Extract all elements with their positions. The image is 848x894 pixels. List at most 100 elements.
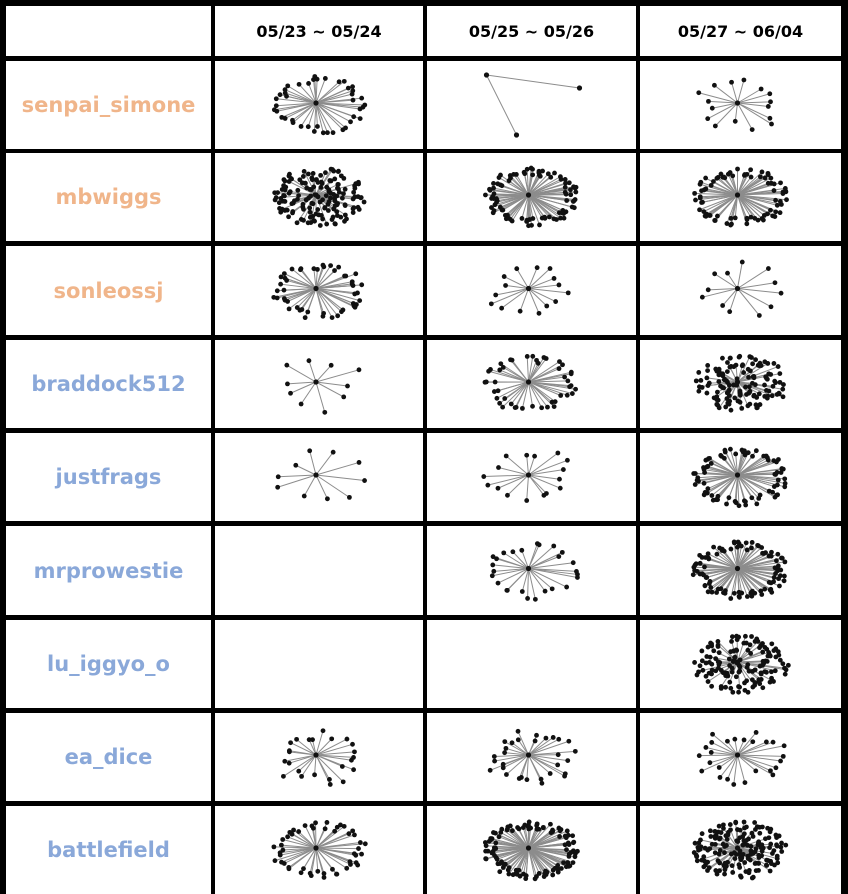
graph-edge — [528, 284, 559, 289]
graph-edge — [702, 194, 738, 203]
graph-node — [519, 216, 525, 221]
graph-node — [732, 736, 738, 742]
graph-node — [575, 848, 580, 854]
graph-node — [491, 180, 496, 186]
graph-cell — [427, 340, 636, 428]
graph-node — [725, 738, 730, 744]
graph-edge — [528, 363, 539, 383]
graph-edge — [497, 568, 529, 584]
graph-edge — [508, 847, 529, 875]
graph-node — [317, 223, 323, 228]
graph-node — [710, 731, 715, 737]
graph-node — [483, 379, 489, 385]
graph-edge — [703, 194, 738, 213]
graph-node — [782, 559, 788, 565]
graph-node — [543, 735, 549, 741]
graph-edge — [528, 459, 568, 476]
graph-edge — [713, 546, 738, 569]
graph-node — [294, 305, 300, 310]
graph-node — [318, 172, 324, 178]
graph-node — [562, 374, 568, 380]
graph-edge — [528, 193, 567, 196]
graph-node — [771, 361, 777, 366]
graph-edge — [737, 661, 776, 672]
user-label-cell: battlefield — [6, 806, 211, 894]
graph-edge — [504, 381, 529, 399]
graph-node — [332, 221, 338, 227]
graph-edge — [300, 102, 317, 127]
graph-edge — [511, 742, 529, 756]
network-graph — [691, 819, 789, 881]
graph-node — [352, 749, 357, 755]
graph-node — [562, 833, 568, 839]
graph-node — [764, 862, 769, 868]
graph-node — [325, 201, 331, 207]
graph-node — [769, 675, 774, 681]
graph-node — [296, 193, 302, 198]
graph-edge — [290, 742, 317, 756]
network-graph — [483, 72, 583, 138]
graph-edge — [710, 568, 738, 588]
graph-node — [778, 758, 783, 764]
graph-edge — [700, 562, 738, 569]
graph-node — [737, 848, 743, 854]
graph-edge — [709, 381, 738, 384]
graph-node — [758, 86, 764, 92]
graph-node — [307, 870, 313, 876]
network-graph — [482, 353, 578, 411]
network-graph — [284, 358, 362, 415]
graph-node — [273, 96, 279, 102]
graph-edge — [709, 457, 738, 476]
graph-node — [276, 200, 282, 206]
graph-node — [737, 851, 743, 857]
graph-node — [750, 739, 756, 745]
graph-edge — [737, 288, 772, 308]
graph-node — [767, 115, 773, 121]
graph-edge — [528, 474, 560, 480]
graph-edge — [735, 453, 738, 476]
graph-node — [734, 376, 740, 382]
graph-node — [718, 171, 724, 177]
graph-edge — [737, 474, 746, 502]
graph-edge — [711, 741, 738, 756]
graph-edge — [528, 456, 536, 476]
graph-node — [714, 401, 720, 407]
graph-edge — [528, 277, 555, 289]
graph-edge — [308, 360, 317, 383]
graph-node — [748, 843, 754, 849]
graph-node — [722, 871, 727, 877]
graph-node — [707, 846, 713, 852]
graph-edge — [493, 187, 529, 196]
graph-node — [335, 169, 341, 174]
graph-edge — [528, 754, 568, 762]
graph-node — [709, 589, 715, 595]
graph-node — [323, 170, 328, 176]
graph-node — [696, 388, 702, 394]
graph-cell — [640, 620, 841, 708]
graph-node — [286, 760, 292, 766]
graph-edge — [526, 474, 529, 501]
graph-node — [752, 382, 758, 388]
graph-node — [729, 79, 734, 85]
graph-node — [726, 495, 732, 501]
graph-node — [692, 482, 698, 487]
graph-edge — [737, 102, 771, 119]
graph-node — [332, 828, 338, 834]
graph-edge — [292, 102, 317, 121]
graph-edge — [505, 455, 529, 476]
graph-node — [503, 283, 508, 288]
period-header-2: 05/25 ~ 05/26 — [427, 6, 636, 56]
graph-edge — [307, 288, 317, 313]
graph-node — [536, 542, 542, 548]
graph-node — [495, 485, 501, 491]
graph-edge — [737, 473, 775, 476]
graph-node — [709, 740, 715, 745]
graph-edge — [495, 288, 529, 296]
graph-node — [340, 307, 346, 313]
graph-edge — [505, 284, 529, 289]
graph-edge — [737, 455, 765, 476]
graph-node — [706, 380, 712, 386]
graph-node — [516, 826, 522, 832]
graph-edge — [315, 754, 344, 783]
graph-node — [747, 354, 753, 360]
